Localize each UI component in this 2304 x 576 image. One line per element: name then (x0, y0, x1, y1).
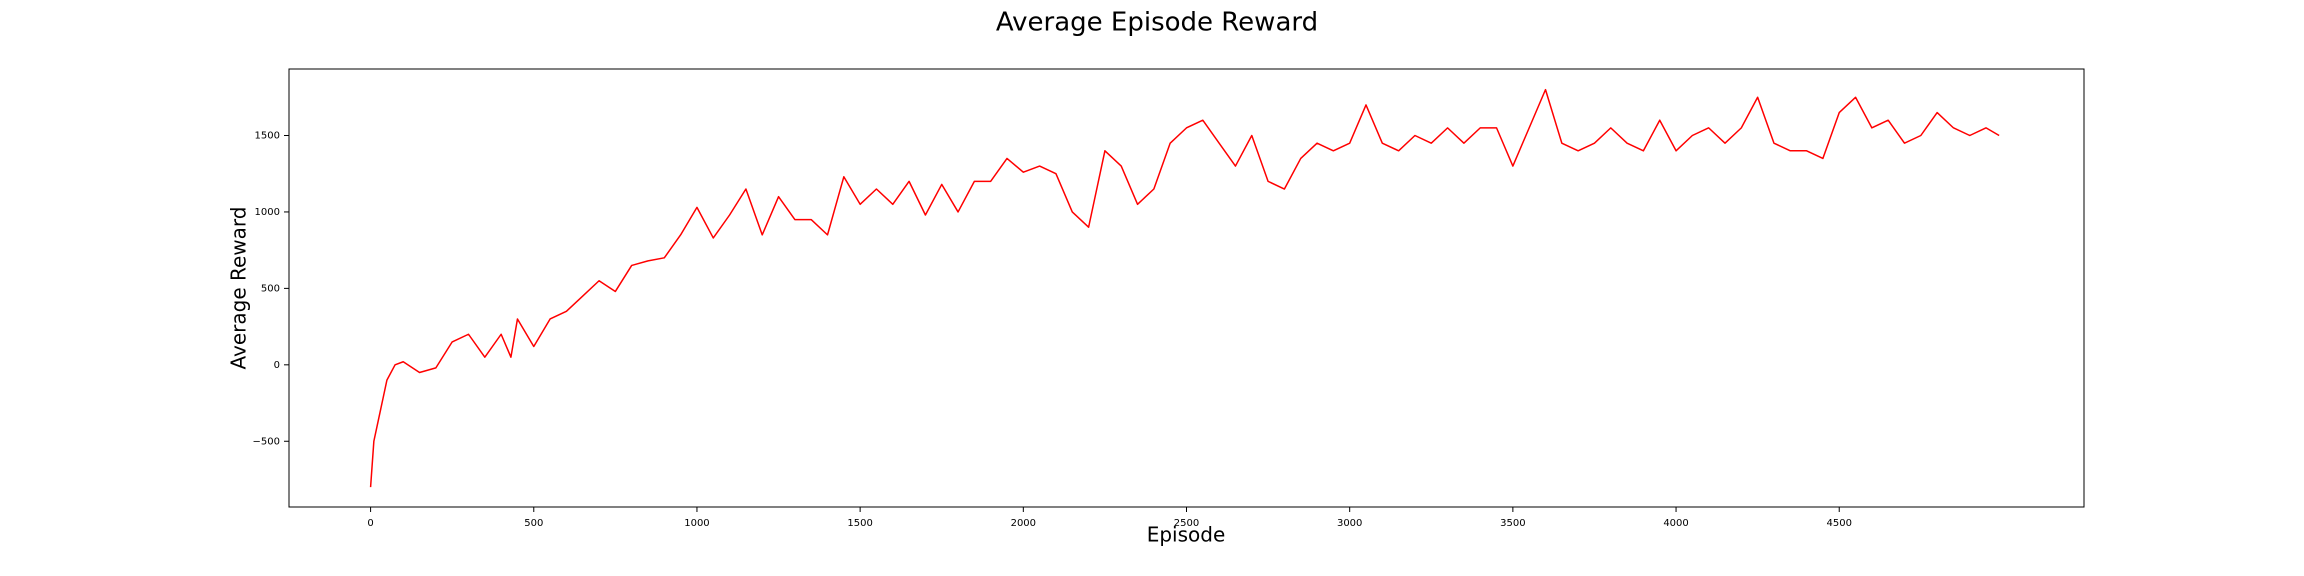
x-tick-label: 1000 (684, 518, 709, 529)
x-tick-label: 1500 (847, 518, 872, 529)
y-tick-label: −500 (253, 436, 280, 447)
y-tick-label: 1500 (255, 131, 280, 142)
x-tick-label: 3000 (1337, 518, 1362, 529)
data-line (369, 88, 2000, 488)
x-tick-label: 3500 (1500, 518, 1525, 529)
x-axis-label: Episode (1147, 523, 1226, 547)
x-tick-label: 2000 (1011, 518, 1036, 529)
y-tick-label: 500 (261, 283, 280, 294)
x-tick-label: 2500 (1174, 518, 1199, 529)
x-tick-label: 4000 (1663, 518, 1688, 529)
x-tick-label: 0 (367, 518, 373, 529)
y-tick-label: 1000 (255, 207, 280, 218)
x-tick-label: 500 (524, 518, 543, 529)
chart-title: Average Episode Reward (996, 8, 1318, 38)
y-tick-label: 0 (274, 360, 280, 371)
y-axis-label: Average Reward (227, 207, 251, 370)
plot-frame (288, 68, 2085, 508)
x-tick-label: 4500 (1827, 518, 1852, 529)
